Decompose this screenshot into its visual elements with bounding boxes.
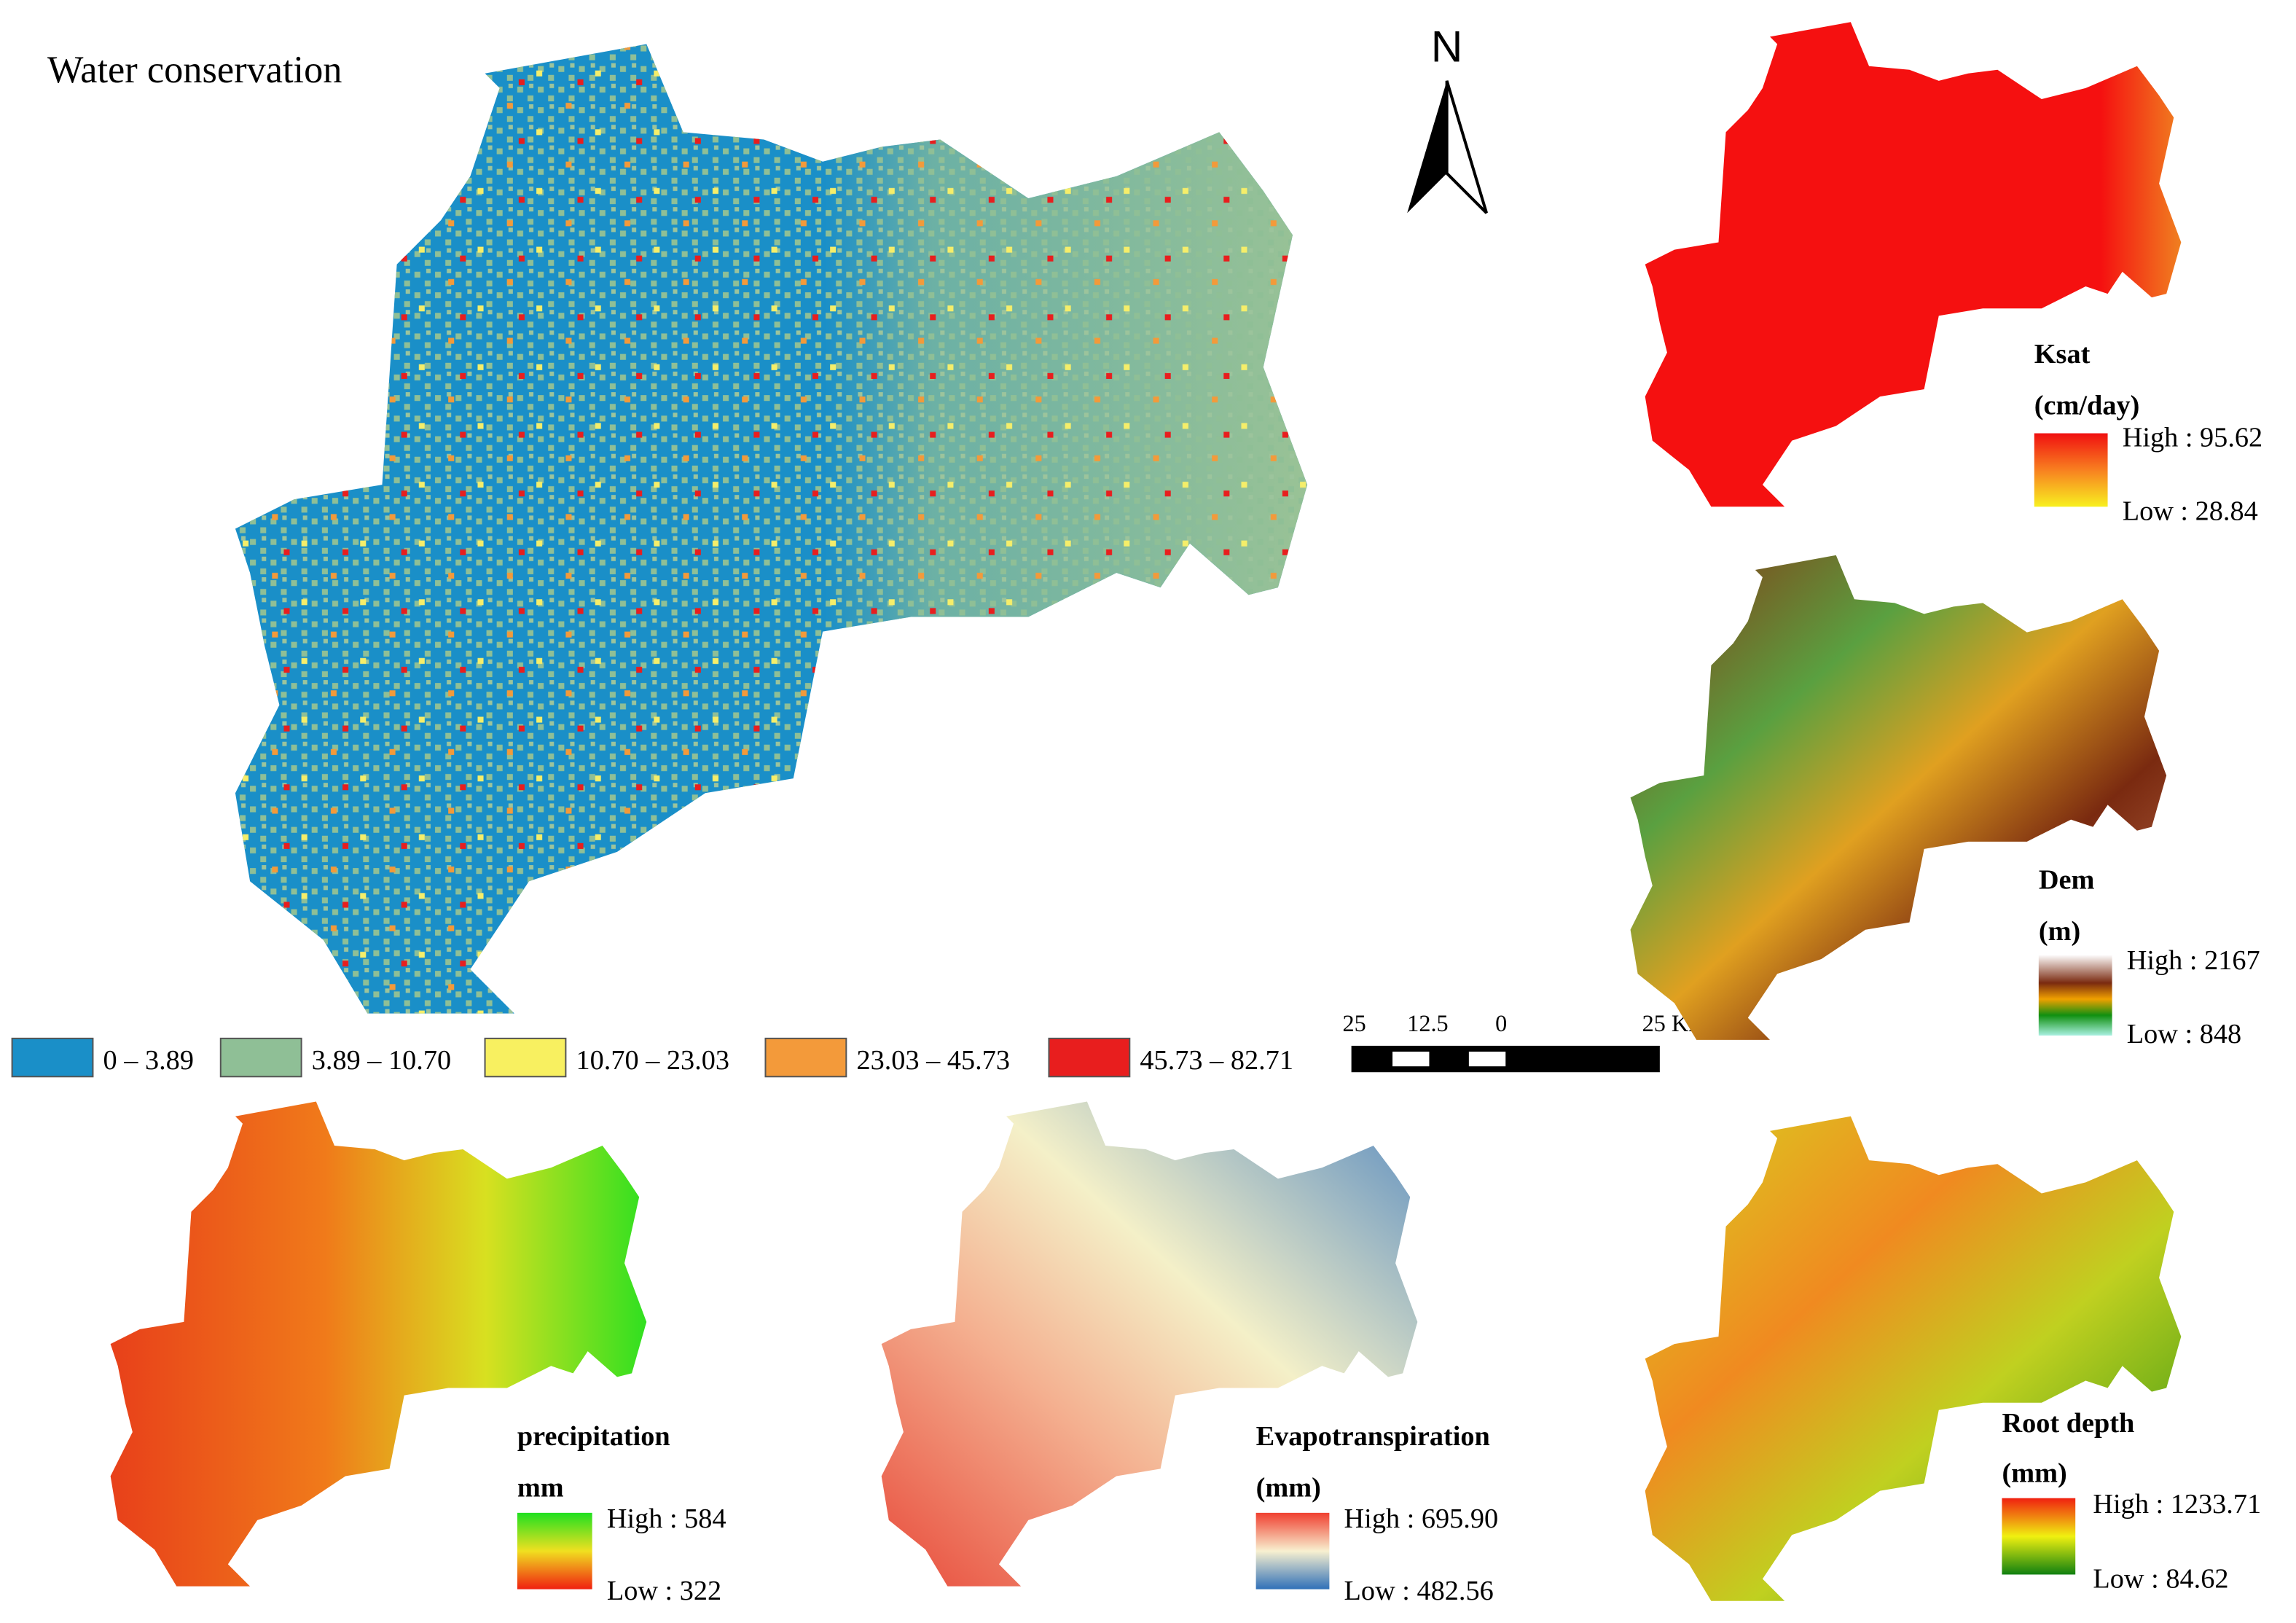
panel-unit: (cm/day) xyxy=(2034,390,2140,421)
low-label: Low : 28.84 xyxy=(2123,496,2258,526)
legend-label: 45.73 – 82.71 xyxy=(1140,1045,1293,1076)
panel-title: Root depth xyxy=(2002,1408,2134,1439)
scale-label: 25 xyxy=(1343,1010,1366,1036)
scale-label: 12.5 xyxy=(1407,1010,1448,1036)
scale-label: 0 xyxy=(1495,1010,1507,1036)
scale-bar: 25 12.5 0 25 Km xyxy=(1343,1010,1707,1073)
high-label: High : 95.62 xyxy=(2123,423,2262,453)
legend-label: 10.70 – 23.03 xyxy=(576,1045,730,1076)
legend-label: 23.03 – 45.73 xyxy=(856,1045,1010,1076)
high-label: High : 584 xyxy=(607,1503,726,1534)
panel-title: Evapotranspiration xyxy=(1256,1421,1490,1452)
panel-title: precipitation xyxy=(517,1421,670,1452)
panel-unit: (m) xyxy=(2039,916,2080,947)
precipitation-panel: precipitation mm High : 584 Low : 322 xyxy=(110,1101,726,1606)
main-legend: 0 – 3.89 3.89 – 10.70 10.70 – 23.03 23.0… xyxy=(11,1037,1293,1078)
evapotranspiration-panel: Evapotranspiration (mm) High : 695.90 Lo… xyxy=(881,1101,1499,1606)
high-label: High : 2167 xyxy=(2127,945,2260,976)
north-arrow: N xyxy=(1407,22,1488,214)
high-label: High : 1233.71 xyxy=(2093,1489,2261,1520)
legend-label: 0 – 3.89 xyxy=(103,1045,194,1076)
main-map xyxy=(235,44,1308,1014)
ksat-panel: Ksat (cm/day) High : 95.62 Low : 28.84 xyxy=(1645,22,2262,526)
low-label: Low : 482.56 xyxy=(1344,1576,1494,1606)
map-title: Water conservation xyxy=(47,49,342,91)
panel-unit: mm xyxy=(517,1473,564,1503)
low-label: Low : 322 xyxy=(607,1576,721,1606)
root-depth-panel: Root depth (mm) High : 1233.71 Low : 84.… xyxy=(1645,1116,2261,1601)
panel-title: Ksat xyxy=(2034,339,2091,369)
panel-unit: (mm) xyxy=(2002,1458,2066,1489)
low-label: Low : 84.62 xyxy=(2093,1564,2228,1595)
legend-label: 3.89 – 10.70 xyxy=(312,1045,451,1076)
dem-panel: Dem (m) High : 2167 Low : 848 xyxy=(1630,555,2260,1049)
high-label: High : 695.90 xyxy=(1344,1503,1499,1534)
low-label: Low : 848 xyxy=(2127,1019,2241,1049)
north-label: N xyxy=(1431,22,1463,71)
panel-unit: (mm) xyxy=(1256,1473,1321,1503)
panel-title: Dem xyxy=(2039,864,2095,895)
